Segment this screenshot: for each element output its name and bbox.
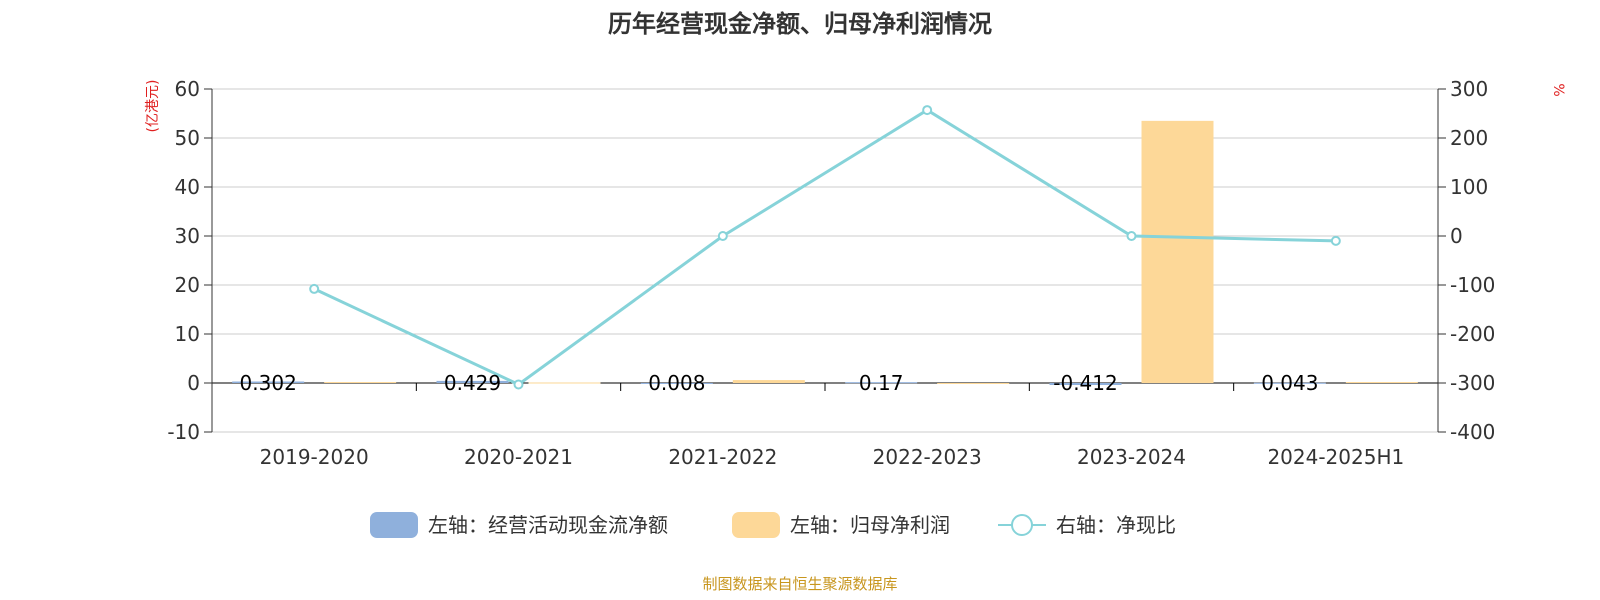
line-point [717,231,728,241]
bar-net-profit [528,382,601,384]
right-tick-label: -200 [1450,322,1495,346]
legend-label: 左轴：归母净利润 [790,513,950,537]
bar-data-label: 0.043 [1261,371,1318,395]
legend-label: 左轴：经营活动现金流净额 [428,513,668,537]
grid-lines [212,88,1438,433]
right-tick-label: 0 [1450,224,1463,248]
bar-operating-cash [232,381,305,383]
right-tick-label: 300 [1450,77,1488,101]
left-tick-label: 50 [175,126,200,150]
bar-net-profit [732,380,805,383]
legend-item[interactable]: 右轴：净现比 [998,513,1176,537]
bar-operating-cash [640,382,713,384]
legend-item[interactable]: 左轴：归母净利润 [732,512,950,538]
bar-operating-cash [1049,383,1122,386]
bar-data-label: 0.302 [240,371,297,395]
x-axis: 2019-2020 2020-2021 2021-2022 2022-2023 2023… [260,383,1404,469]
chart-title: 历年经营现金净额、归母净利润情况 [608,10,992,38]
line-point [1126,231,1137,241]
line-series [309,105,1341,390]
left-tick-label: 0 [187,371,200,395]
bar-operating-cash [845,382,918,384]
data-source: 制图数据来自恒生聚源数据库 [702,575,897,593]
bar-net-profit [1345,382,1418,384]
x-tick-label: 2023-2024 [1077,445,1186,469]
left-axis: -10 0 10 20 30 40 50 60 [167,77,213,444]
bar-data-label: 0.008 [648,371,705,395]
right-tick-label: -100 [1450,273,1495,297]
legend[interactable]: 左轴：经营活动现金流净额 左轴：归母净利润 右轴：净现比 [370,512,1176,538]
x-tick-label: 2019-2020 [260,445,369,469]
bar-net-profit [937,383,1010,384]
x-tick-label: 2024-2025H1 [1267,445,1404,469]
right-tick-label: 100 [1450,175,1488,199]
legend-item[interactable]: 左轴：经营活动现金流净额 [370,512,668,538]
right-axis: -400 -300 -200 -100 0 100 200 300 [1437,77,1495,444]
legend-swatch [370,512,418,538]
line-net-cash-ratio [313,108,1336,387]
x-tick-label: 2021-2022 [668,445,777,469]
right-tick-label: 200 [1450,126,1488,150]
legend-label: 右轴：净现比 [1056,513,1176,537]
x-tick-label: 2020-2021 [464,445,573,469]
left-tick-label: 30 [175,224,200,248]
bar-operating-cash [1253,382,1326,384]
bar-data-label: 0.429 [444,371,501,395]
legend-swatch [732,512,780,538]
data-labels: 0.302 0.429 0.008 0.17 -0.412 0.043 [240,371,1319,395]
left-axis-unit: (亿港元) [145,80,161,133]
bar-series [232,120,1418,386]
line-point [1330,235,1341,246]
left-tick-label: 40 [175,175,200,199]
left-tick-label: 10 [175,322,200,346]
x-tick-label: 2022-2023 [873,445,982,469]
right-tick-label: -400 [1450,420,1495,444]
bar-operating-cash [436,380,509,383]
left-tick-label: 60 [175,77,200,101]
bar-data-label: -0.412 [1053,371,1117,395]
bar-net-profit [1141,120,1214,383]
bar-data-label: 0.17 [859,371,904,395]
right-tick-label: -300 [1450,371,1495,395]
left-tick-label: -10 [167,420,200,444]
line-point [513,379,524,390]
legend-marker [1011,514,1033,536]
right-axis-unit: % [1550,83,1566,96]
line-point [309,283,320,294]
bar-net-profit [324,382,397,384]
line-point [922,105,933,116]
left-tick-label: 20 [175,273,200,297]
